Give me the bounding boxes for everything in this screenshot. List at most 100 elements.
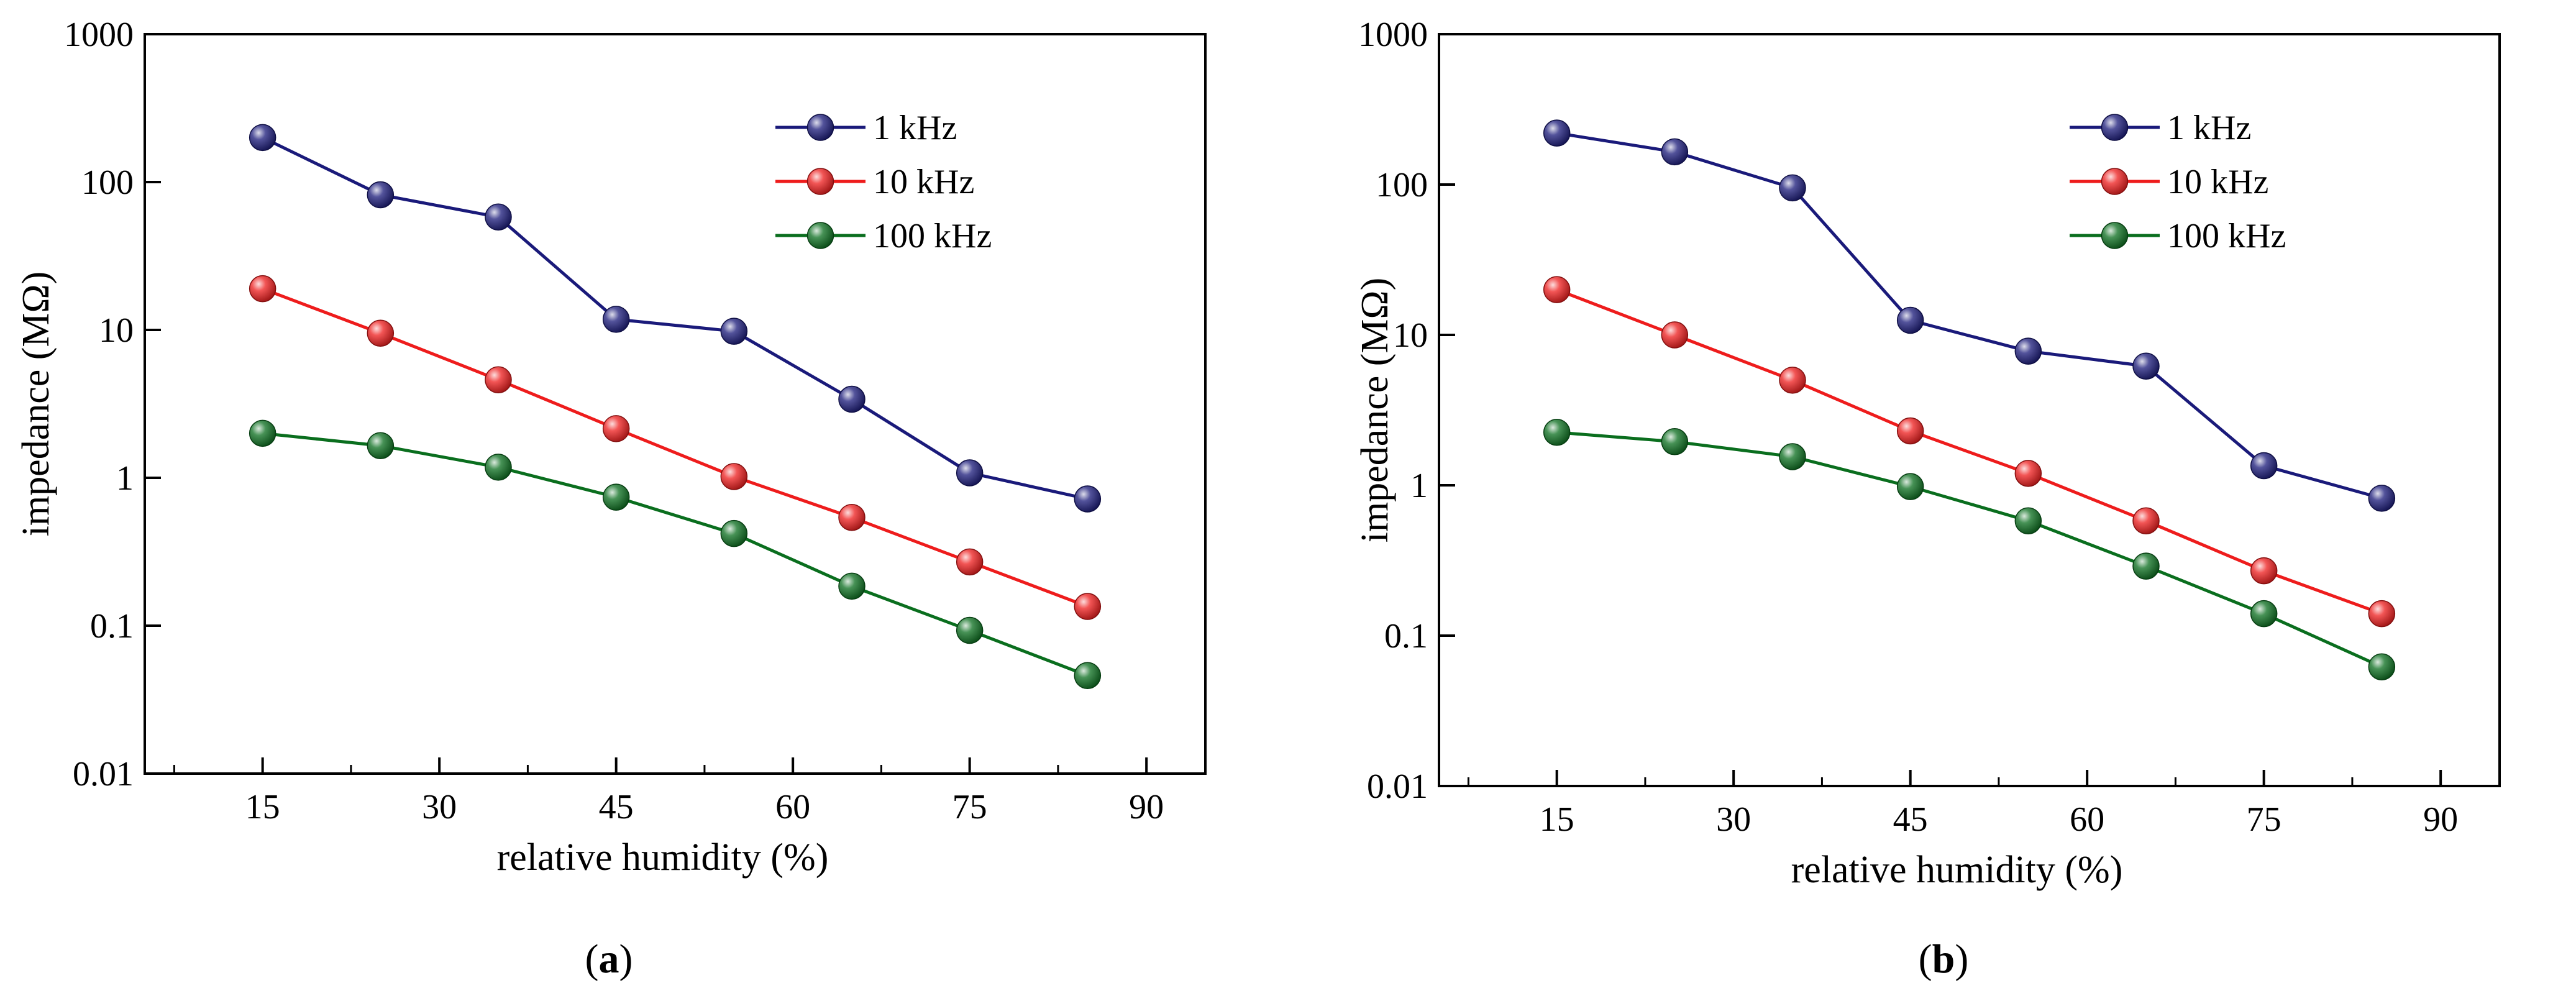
chart-1-x-tick-label: 60 [2070, 800, 2104, 839]
chart-0-legend-marker-1-khz [806, 114, 834, 141]
chart-1-y-axis-title: impedance (MΩ) [1354, 278, 1396, 543]
chart-1-data-point-10-khz [1896, 417, 1924, 445]
chart-1-data-point-1-khz [2250, 452, 2278, 480]
chart-0-x-tick-label: 30 [422, 788, 457, 826]
chart-0-y-tick-label: 100 [81, 163, 134, 202]
chart-1-data-point-10-khz [1661, 321, 1689, 349]
chart-0-series-line-1-khz [262, 136, 1088, 501]
chart-0-data-point-1-khz [249, 124, 276, 152]
chart-0-data-point-1-khz [838, 385, 866, 413]
chart-0-series-10-khz [249, 275, 1102, 620]
chart-0-series-1-khz [249, 124, 1102, 513]
chart-1-data-point-100-khz [2014, 507, 2042, 535]
chart-0-data-point-10-khz [838, 503, 866, 531]
chart-1-data-point-1-khz [2132, 352, 2160, 380]
chart-0-data-point-10-khz [956, 548, 984, 576]
chart-0-y-axis-title: impedance (MΩ) [15, 272, 57, 537]
chart-0-x-axis-title: relative humidity (%) [497, 836, 829, 879]
chart-0-data-point-10-khz [367, 319, 395, 347]
chart-0-data-point-100-khz [1074, 662, 1102, 690]
chart-1-legend-marker-1-khz [2101, 114, 2129, 141]
chart-0-data-point-1-khz [367, 181, 395, 209]
chart-1-series-line-10-khz [1556, 288, 2383, 615]
chart-0-series-line-100-khz [262, 431, 1089, 677]
chart-1-series-line-100-khz [1556, 431, 2383, 669]
chart-1-legend: 1 kHz 10 kHz 100 kHz [2070, 109, 2286, 255]
chart-0-legend-label-1-khz: 1 kHz [873, 109, 957, 147]
chart-0-data-point-10-khz [485, 366, 512, 394]
chart-1-data-point-100-khz [2132, 552, 2160, 580]
chart-0-x-tick-label: 15 [245, 788, 280, 826]
chart-0-legend-label-10-khz: 10 kHz [873, 163, 974, 201]
chart-1-data-point-1-khz [2368, 485, 2396, 512]
chart-0-legend-marker-100-khz [806, 222, 834, 249]
chart-0-data-point-1-khz [1074, 485, 1102, 513]
chart-1-x-tick-label: 90 [2423, 800, 2458, 839]
panel-b: 15 30 45 60 75 90 0.01 0.1 1 10 100 1000 relative hu… [1354, 16, 2501, 982]
chart-1-legend-marker-10-khz [2101, 168, 2129, 195]
chart-1-plot-frame [1438, 33, 2501, 787]
chart-1-y-tick-label: 100 [1376, 166, 1428, 204]
chart-1-data-point-100-khz [1896, 473, 1924, 500]
chart-0-legend: 1 kHz 10 kHz 100 kHz [775, 109, 992, 255]
chart-0-y-tick-label: 0.01 [73, 755, 134, 793]
chart-1-x-tick-label: 15 [1540, 800, 1574, 839]
chart-1-data-point-10-khz [1543, 276, 1571, 303]
chart-1-legend-label-100-khz: 100 kHz [2167, 217, 2286, 255]
chart-1-series-1-khz [1543, 119, 2396, 512]
chart-0-y-tick-label: 10 [99, 311, 134, 350]
chart-0-data-point-100-khz [602, 483, 630, 511]
chart-1-data-point-100-khz [1543, 419, 1571, 446]
panel-a: 15 30 45 60 75 90 0.01 0.1 1 10 100 1000 relative hu… [15, 16, 1207, 982]
chart-1-data-point-1-khz [1661, 138, 1689, 166]
chart-0-data-point-10-khz [720, 463, 748, 490]
chart-0-data-point-1-khz [720, 318, 748, 345]
chart-1-y-tick-label: 1000 [1358, 16, 1428, 54]
chart-1-data-point-10-khz [2250, 557, 2278, 585]
chart-0-x-tick-label: 60 [775, 788, 810, 826]
chart-1-x-axis-title: relative humidity (%) [1791, 849, 2123, 891]
chart-0-data-point-100-khz [485, 454, 512, 481]
chart-0-x-tick-label: 45 [599, 788, 634, 826]
chart-0-x-tick-label: 90 [1129, 788, 1164, 826]
chart-1-legend-label-1-khz: 1 kHz [2167, 109, 2251, 147]
chart-0-series-100-khz [249, 419, 1102, 690]
chart-1-data-point-100-khz [2250, 600, 2278, 628]
chart-0-data-point-10-khz [249, 275, 276, 303]
chart-1-data-point-1-khz [1779, 174, 1806, 202]
chart-0-data-point-1-khz [956, 459, 984, 487]
chart-0-data-point-100-khz [956, 616, 984, 644]
chart-0-y-tick-label: 1 [116, 459, 134, 498]
chart-0-y-tick-label: 0.1 [90, 607, 134, 646]
chart-0-y-tick-label: 1000 [64, 16, 134, 54]
chart-1-data-point-10-khz [2368, 600, 2396, 628]
chart-1-y-tick-label: 10 [1393, 316, 1428, 355]
chart-1-y-tick-label: 0.01 [1367, 767, 1428, 806]
chart-0-data-point-10-khz [1074, 593, 1102, 620]
chart-0-data-point-100-khz [249, 419, 276, 447]
chart-0-series-line-10-khz [262, 287, 1089, 608]
chart-0-data-point-1-khz [485, 203, 512, 231]
chart-1-data-point-1-khz [1543, 119, 1571, 147]
chart-1-data-point-1-khz [1896, 306, 1924, 334]
chart-1-data-point-100-khz [1661, 428, 1689, 455]
chart-0-panel-caption: (a) [585, 936, 633, 982]
chart-0-legend-marker-10-khz [806, 168, 834, 195]
chart-1-panel-caption: (b) [1919, 936, 1969, 982]
chart-1-x-tick-label: 75 [2247, 800, 2281, 839]
chart-0-x-tick-label: 75 [952, 788, 987, 826]
chart-1-series-10-khz [1543, 276, 2396, 628]
chart-0-plot-frame [144, 33, 1207, 775]
chart-1-data-point-100-khz [1779, 443, 1806, 470]
chart-1-data-point-10-khz [1779, 367, 1806, 394]
chart-1-data-point-100-khz [2368, 653, 2396, 680]
chart-0-data-point-10-khz [602, 415, 630, 442]
chart-1-legend-marker-100-khz [2101, 222, 2129, 249]
chart-0-legend-label-100-khz: 100 kHz [873, 217, 992, 255]
chart-1-data-point-1-khz [2014, 337, 2042, 365]
chart-1-x-tick-label: 45 [1893, 800, 1928, 839]
chart-1-legend-label-10-khz: 10 kHz [2167, 163, 2268, 201]
chart-0-data-point-100-khz [838, 572, 866, 600]
chart-1-series-line-1-khz [1556, 131, 2382, 500]
